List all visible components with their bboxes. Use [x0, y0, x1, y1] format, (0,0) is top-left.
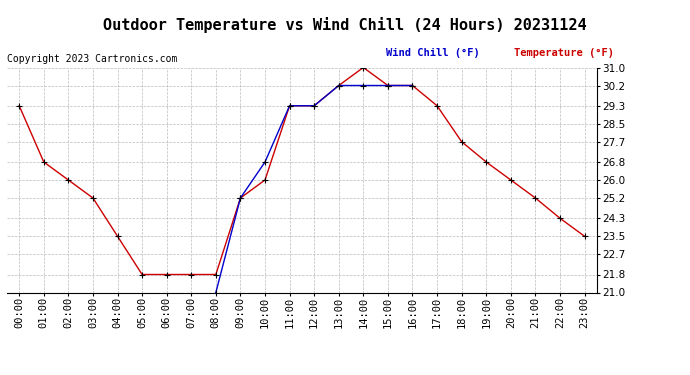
Text: Temperature (°F): Temperature (°F)	[514, 48, 614, 58]
Text: Wind Chill (°F): Wind Chill (°F)	[386, 48, 486, 58]
Text: Outdoor Temperature vs Wind Chill (24 Hours) 20231124: Outdoor Temperature vs Wind Chill (24 Ho…	[104, 17, 586, 33]
Text: Copyright 2023 Cartronics.com: Copyright 2023 Cartronics.com	[7, 54, 177, 64]
